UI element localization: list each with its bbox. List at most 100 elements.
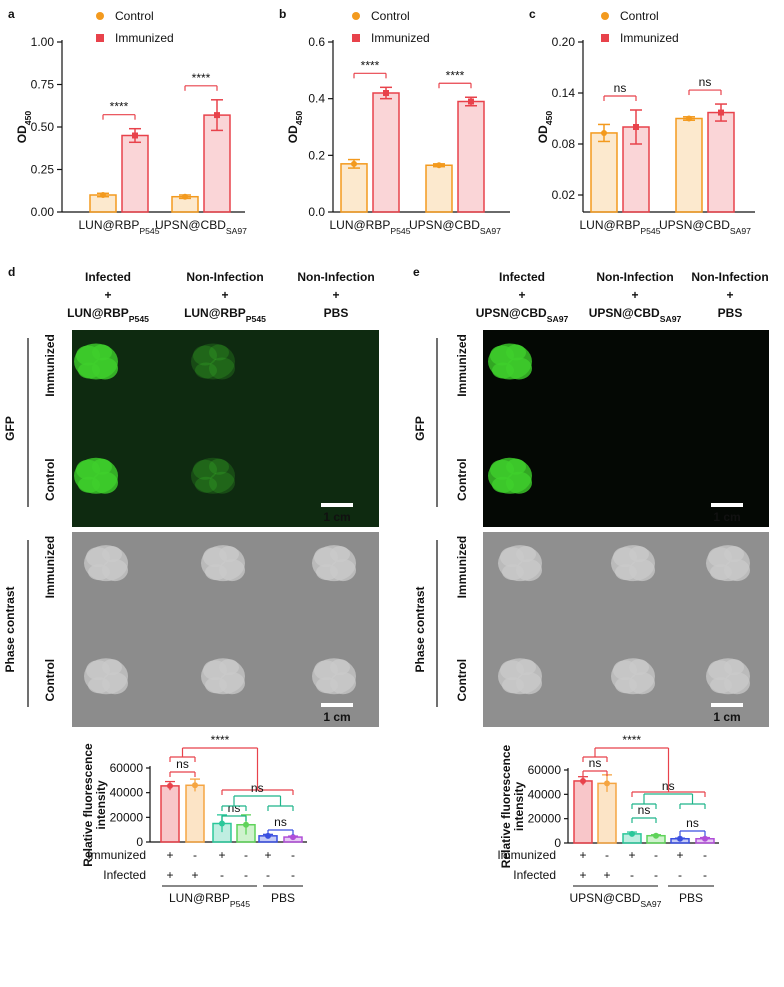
tissue (78, 362, 100, 379)
column-header: + (726, 288, 733, 302)
y-tick-label: 20000 (110, 810, 144, 824)
panel-letter: c (529, 7, 536, 21)
x-tick-label: LUN@RBPP545 (579, 218, 660, 236)
x-tick-label-sub: SA97 (226, 226, 247, 236)
column-header: LUN@RBPP545 (67, 306, 149, 324)
y-axis-label: Relative fluorescence (81, 743, 95, 867)
y-axis-label: OD450 (536, 111, 554, 144)
y-axis-label: Relative fluorescence (499, 744, 513, 868)
scale-label: 1 cm (323, 510, 350, 524)
panel-letter: d (8, 265, 15, 279)
column-header-main: Infected (499, 270, 545, 284)
condition-mark: - (605, 848, 609, 862)
significance-label: **** (192, 71, 211, 85)
significance-label: **** (211, 733, 230, 747)
bar-point (243, 821, 249, 828)
legend-label: Control (620, 9, 659, 23)
bar-point (601, 129, 607, 136)
column-header-sub: SA97 (547, 314, 569, 324)
significance-label: ns (686, 816, 699, 830)
condition-mark: - (193, 848, 197, 862)
column-header-main: Non-Infection (691, 270, 768, 284)
scale-label: 1 cm (713, 510, 740, 524)
tissue (205, 677, 227, 694)
column-header: Non-Infection (596, 270, 673, 284)
legend-marker (96, 12, 104, 20)
significance-label: ns (176, 757, 189, 771)
column-header-sub: P545 (129, 314, 149, 324)
bar-point (702, 835, 708, 842)
bar (675, 117, 703, 213)
column-header: UPSN@CBDSA97 (589, 306, 682, 324)
bar (121, 134, 149, 213)
row-label: Immunized (87, 848, 146, 862)
y-axis-label-sub: 450 (23, 111, 33, 126)
y-axis-label: intensity (94, 780, 108, 830)
group-label: PBS (271, 891, 295, 905)
section-label: GFP (3, 416, 17, 441)
x-tick-label-sub: SA97 (480, 226, 501, 236)
column-header: PBS (718, 306, 743, 320)
tissue (629, 659, 649, 676)
tissue (710, 677, 732, 694)
row-label: Immunized (43, 536, 57, 599)
column-header-main: PBS (718, 306, 743, 320)
y-tick-label: 0.25 (31, 163, 55, 177)
tissue (506, 458, 526, 475)
column-header-main: LUN@RBP (184, 306, 246, 320)
condition-mark: + (191, 868, 198, 882)
tissue (724, 659, 744, 676)
tissue (492, 362, 514, 379)
gfp-image (72, 330, 379, 527)
y-tick-label: 20000 (528, 812, 562, 826)
condition-mark: - (291, 868, 295, 882)
bar-point (100, 192, 106, 198)
tissue (330, 659, 350, 676)
tissue (205, 564, 227, 581)
column-header-main: + (631, 288, 638, 302)
bar (425, 164, 453, 213)
tissue (193, 345, 217, 366)
bar (597, 782, 617, 844)
column-header-main: Non-Infection (297, 270, 374, 284)
tissue (102, 546, 122, 563)
x-tick-label-main: UPSN@CBD (659, 218, 730, 232)
tissue (615, 677, 637, 694)
panel-letter: a (8, 7, 15, 21)
y-axis-label-sub: 450 (294, 111, 304, 126)
x-tick-label-sub: P545 (139, 226, 159, 236)
bar (457, 100, 485, 213)
bar-point (629, 830, 635, 837)
bar-point (265, 832, 271, 839)
condition-mark: - (678, 868, 682, 882)
column-header-main: Non-Infection (596, 270, 673, 284)
column-header-main: Infected (85, 270, 131, 284)
column-header-main: + (221, 288, 228, 302)
condition-mark: + (628, 848, 635, 862)
group-label-main: UPSN@CBD (570, 891, 641, 905)
tissue (615, 564, 637, 581)
legend-label: Immunized (620, 31, 679, 45)
tissue (92, 458, 112, 475)
y-tick-label: 40000 (528, 787, 562, 801)
tissue (492, 476, 514, 493)
column-header: Non-Infection (691, 270, 768, 284)
condition-mark: - (703, 868, 707, 882)
tissue (506, 344, 526, 361)
y-tick-label: 0.02 (552, 188, 576, 202)
x-tick-label-main: UPSN@CBD (409, 218, 480, 232)
row-label: Immunized (43, 334, 57, 397)
x-tick-label-sub: P545 (390, 226, 410, 236)
bar (340, 163, 368, 213)
column-header-main: + (518, 288, 525, 302)
group-label: UPSN@CBDSA97 (570, 891, 662, 909)
scale-label: 1 cm (323, 710, 350, 724)
y-axis-label-main: OD (536, 125, 550, 143)
tissue (219, 546, 239, 563)
condition-mark: + (166, 868, 173, 882)
bar-point (214, 112, 220, 119)
tissue (191, 343, 235, 380)
y-tick-label: 60000 (528, 763, 562, 777)
tissue (209, 458, 229, 475)
legend-marker (96, 34, 104, 42)
